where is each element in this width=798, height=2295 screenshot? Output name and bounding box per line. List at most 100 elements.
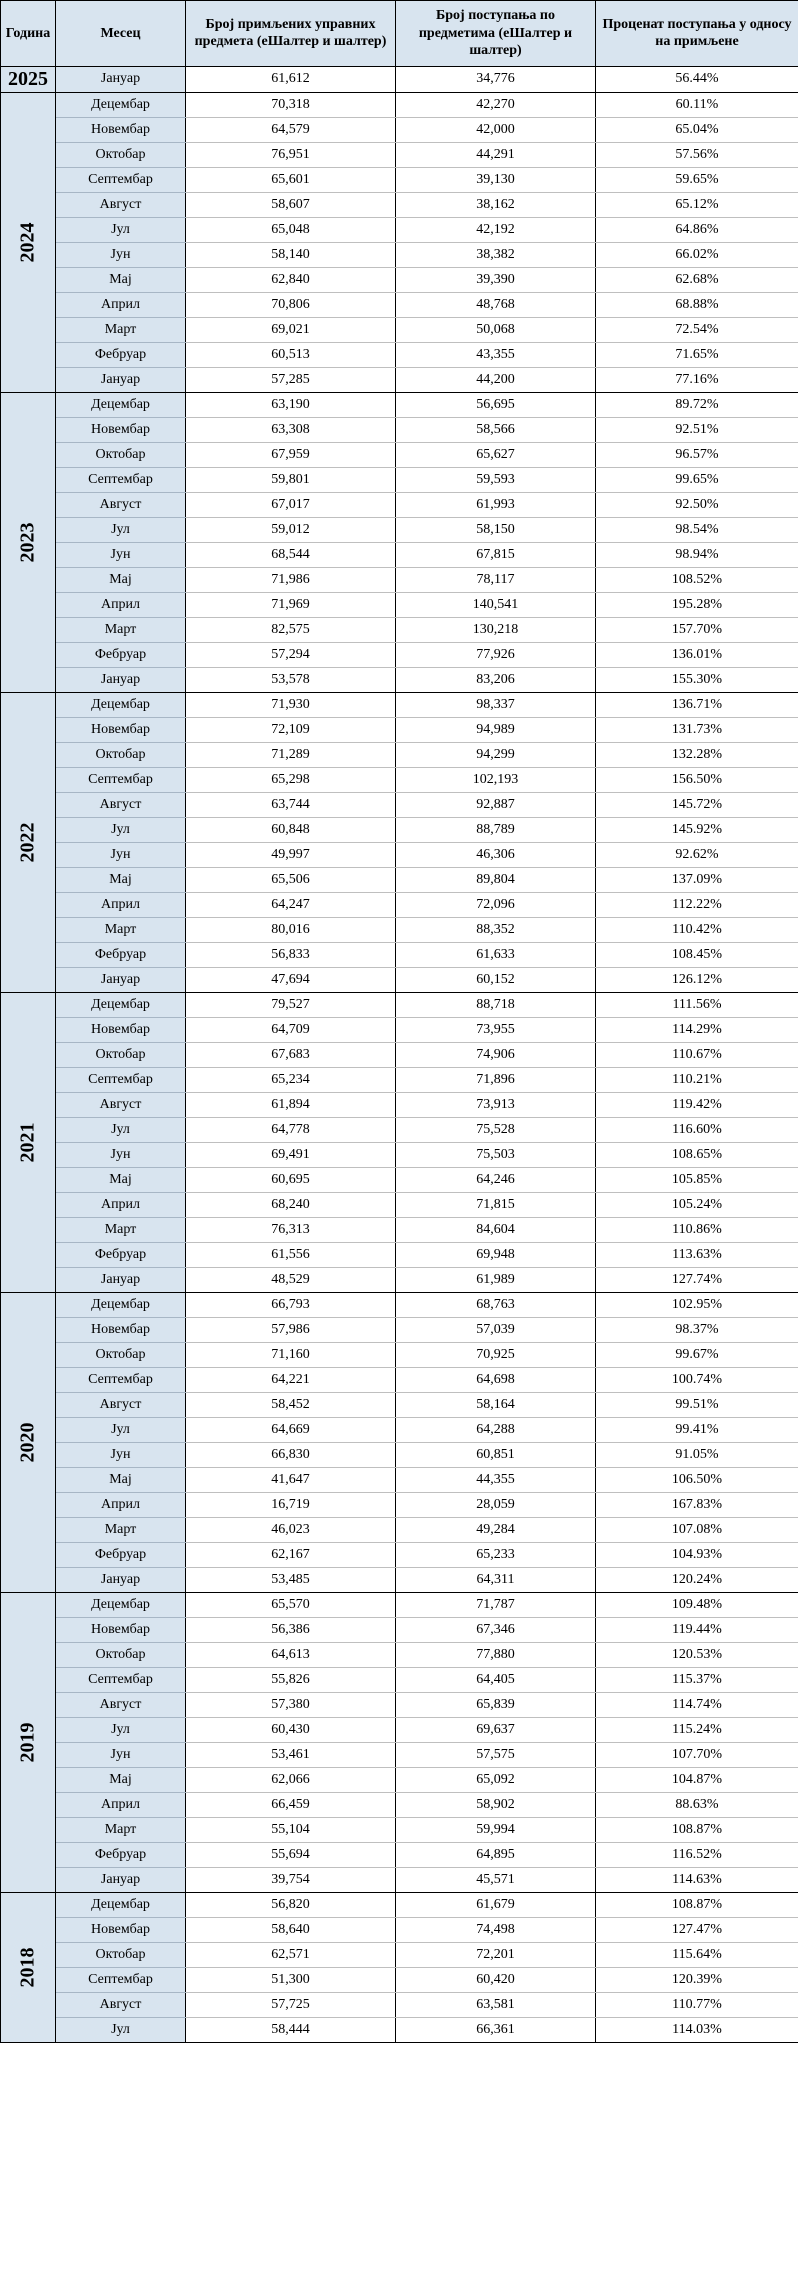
table-row: Новембар64,57942,00065.04% (1, 117, 798, 142)
percent-cell: 137.09% (596, 867, 798, 892)
percent-cell: 114.03% (596, 2017, 798, 2042)
received-cell: 51,300 (186, 1967, 396, 1992)
month-cell: Децембар (56, 392, 186, 417)
table-row: Новембар56,38667,346119.44% (1, 1617, 798, 1642)
received-cell: 76,951 (186, 142, 396, 167)
processed-cell: 64,405 (396, 1667, 596, 1692)
year-label: 2023 (17, 522, 40, 562)
col-header-month: Месец (56, 1, 186, 67)
received-cell: 65,234 (186, 1067, 396, 1092)
processed-cell: 69,948 (396, 1242, 596, 1267)
year-cell: 2018 (1, 1892, 56, 2042)
processed-cell: 94,989 (396, 717, 596, 742)
processed-cell: 77,926 (396, 642, 596, 667)
table-row: Јануар53,48564,311120.24% (1, 1567, 798, 1592)
percent-cell: 56.44% (596, 66, 798, 92)
month-cell: Септембар (56, 1067, 186, 1092)
processed-cell: 44,200 (396, 367, 596, 392)
percent-cell: 145.72% (596, 792, 798, 817)
percent-cell: 105.85% (596, 1167, 798, 1192)
percent-cell: 77.16% (596, 367, 798, 392)
percent-cell: 107.08% (596, 1517, 798, 1542)
received-cell: 71,289 (186, 742, 396, 767)
processed-cell: 67,346 (396, 1617, 596, 1642)
month-cell: Септембар (56, 1367, 186, 1392)
percent-cell: 108.87% (596, 1892, 798, 1917)
processed-cell: 59,994 (396, 1817, 596, 1842)
percent-cell: 155.30% (596, 667, 798, 692)
table-row: Јул58,44466,361114.03% (1, 2017, 798, 2042)
percent-cell: 116.52% (596, 1842, 798, 1867)
year-cell: 2021 (1, 992, 56, 1292)
month-cell: Новембар (56, 117, 186, 142)
received-cell: 64,221 (186, 1367, 396, 1392)
received-cell: 57,725 (186, 1992, 396, 2017)
month-cell: Август (56, 1092, 186, 1117)
received-cell: 62,571 (186, 1942, 396, 1967)
table-row: Октобар71,28994,299132.28% (1, 742, 798, 767)
month-cell: Новембар (56, 717, 186, 742)
table-row: Јул59,01258,15098.54% (1, 517, 798, 542)
processed-cell: 61,679 (396, 1892, 596, 1917)
month-cell: Октобар (56, 1042, 186, 1067)
received-cell: 68,544 (186, 542, 396, 567)
year-label: 2020 (17, 1422, 40, 1462)
month-cell: Фебруар (56, 642, 186, 667)
percent-cell: 113.63% (596, 1242, 798, 1267)
table-row: Август57,38065,839114.74% (1, 1692, 798, 1717)
processed-cell: 78,117 (396, 567, 596, 592)
year-label: 2022 (17, 822, 40, 862)
table-row: Март55,10459,994108.87% (1, 1817, 798, 1842)
month-cell: Јун (56, 1742, 186, 1767)
processed-cell: 98,337 (396, 692, 596, 717)
processed-cell: 38,382 (396, 242, 596, 267)
processed-cell: 61,993 (396, 492, 596, 517)
percent-cell: 68.88% (596, 292, 798, 317)
received-cell: 80,016 (186, 917, 396, 942)
month-cell: Март (56, 917, 186, 942)
table-row: Октобар64,61377,880120.53% (1, 1642, 798, 1667)
processed-cell: 73,955 (396, 1017, 596, 1042)
percent-cell: 71.65% (596, 342, 798, 367)
received-cell: 79,527 (186, 992, 396, 1017)
month-cell: Април (56, 1192, 186, 1217)
month-cell: Новембар (56, 417, 186, 442)
month-cell: Јул (56, 1117, 186, 1142)
processed-cell: 71,896 (396, 1067, 596, 1092)
month-cell: Септембар (56, 467, 186, 492)
table-row: Септембар65,23471,896110.21% (1, 1067, 798, 1092)
percent-cell: 98.54% (596, 517, 798, 542)
table-row: Август58,60738,16265.12% (1, 192, 798, 217)
month-cell: Јун (56, 242, 186, 267)
table-row: Април64,24772,096112.22% (1, 892, 798, 917)
percent-cell: 102.95% (596, 1292, 798, 1317)
table-row: Септембар65,298102,193156.50% (1, 767, 798, 792)
table-row: 2023Децембар63,19056,69589.72% (1, 392, 798, 417)
received-cell: 67,959 (186, 442, 396, 467)
table-row: Јун68,54467,81598.94% (1, 542, 798, 567)
month-cell: Јануар (56, 66, 186, 92)
month-cell: Август (56, 192, 186, 217)
table-row: Мај71,98678,117108.52% (1, 567, 798, 592)
received-cell: 53,485 (186, 1567, 396, 1592)
percent-cell: 105.24% (596, 1192, 798, 1217)
received-cell: 58,444 (186, 2017, 396, 2042)
processed-cell: 88,352 (396, 917, 596, 942)
processed-cell: 60,851 (396, 1442, 596, 1467)
received-cell: 60,695 (186, 1167, 396, 1192)
table-row: Фебруар60,51343,35571.65% (1, 342, 798, 367)
percent-cell: 65.12% (596, 192, 798, 217)
percent-cell: 110.21% (596, 1067, 798, 1092)
percent-cell: 120.39% (596, 1967, 798, 1992)
month-cell: Децембар (56, 692, 186, 717)
processed-cell: 42,192 (396, 217, 596, 242)
month-cell: Јун (56, 842, 186, 867)
table-row: Јул60,43069,637115.24% (1, 1717, 798, 1742)
table-row: Септембар51,30060,420120.39% (1, 1967, 798, 1992)
table-row: Јануар57,28544,20077.16% (1, 367, 798, 392)
received-cell: 57,986 (186, 1317, 396, 1342)
month-cell: Јануар (56, 1567, 186, 1592)
month-cell: Мај (56, 1767, 186, 1792)
table-row: Јун49,99746,30692.62% (1, 842, 798, 867)
processed-cell: 58,566 (396, 417, 596, 442)
